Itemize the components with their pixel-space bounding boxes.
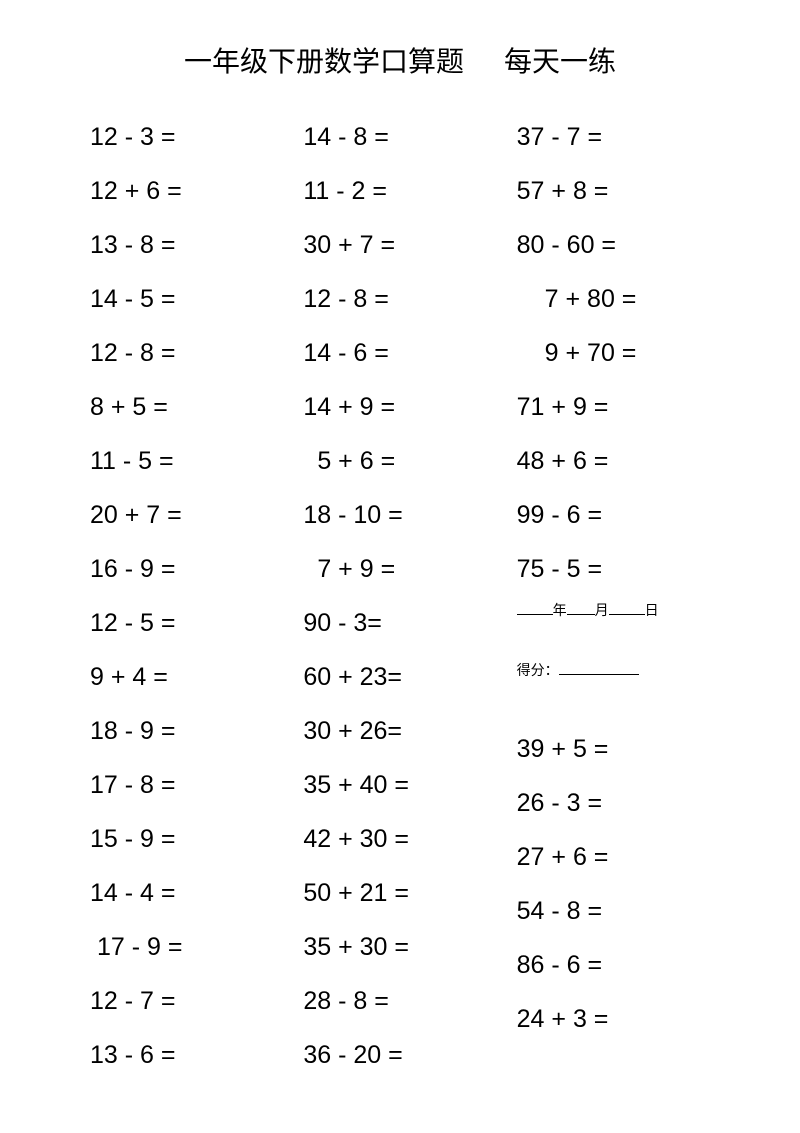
math-problem: 30 + 7 = bbox=[303, 218, 496, 272]
math-problem: 18 - 10 = bbox=[303, 488, 496, 542]
page-header: 一年级下册数学口算题 每天一练 bbox=[90, 40, 710, 80]
math-problem: 54 - 8 = bbox=[517, 884, 710, 938]
math-problem: 35 + 30 = bbox=[303, 920, 496, 974]
math-problem: 71 + 9 = bbox=[517, 380, 710, 434]
math-problem: 8 + 5 = bbox=[90, 380, 283, 434]
math-problem: 17 - 9 = bbox=[90, 920, 283, 974]
math-problem: 11 - 2 = bbox=[303, 164, 496, 218]
math-problem: 17 - 8 = bbox=[90, 758, 283, 812]
math-problem: 12 - 3 = bbox=[90, 110, 283, 164]
math-problem: 15 - 9 = bbox=[90, 812, 283, 866]
math-problem: 16 - 9 = bbox=[90, 542, 283, 596]
math-problem: 9 + 4 = bbox=[90, 650, 283, 704]
math-problem: 35 + 40 = bbox=[303, 758, 496, 812]
math-problem: 42 + 30 = bbox=[303, 812, 496, 866]
math-problem: 12 - 8 = bbox=[90, 326, 283, 380]
math-problem: 14 - 6 = bbox=[303, 326, 496, 380]
score-line: 得分： bbox=[517, 658, 710, 682]
math-problem: 26 - 3 = bbox=[517, 776, 710, 830]
title-main: 一年级下册数学口算题 bbox=[184, 40, 464, 80]
math-problem: 14 - 4 = bbox=[90, 866, 283, 920]
math-problem: 20 + 7 = bbox=[90, 488, 283, 542]
math-problem: 57 + 8 = bbox=[517, 164, 710, 218]
math-problem: 13 - 6 = bbox=[90, 1028, 283, 1082]
math-problem: 14 - 8 = bbox=[303, 110, 496, 164]
math-problem: 7 + 80 = bbox=[517, 272, 710, 326]
math-problem: 5 + 6 = bbox=[303, 434, 496, 488]
math-problem: 37 - 7 = bbox=[517, 110, 710, 164]
math-problem: 12 - 5 = bbox=[90, 596, 283, 650]
math-problem: 12 + 6 = bbox=[90, 164, 283, 218]
column-2: 14 - 8 =11 - 2 =30 + 7 =12 - 8 =14 - 6 =… bbox=[303, 110, 496, 1082]
math-problem: 24 + 3 = bbox=[517, 992, 710, 1046]
math-problem: 13 - 8 = bbox=[90, 218, 283, 272]
math-problem: 14 + 9 = bbox=[303, 380, 496, 434]
math-problem: 18 - 9 = bbox=[90, 704, 283, 758]
math-problem: 28 - 8 = bbox=[303, 974, 496, 1028]
math-problem: 27 + 6 = bbox=[517, 830, 710, 884]
date-line: 年月日 bbox=[517, 598, 710, 622]
math-problem: 39 + 5 = bbox=[517, 722, 710, 776]
math-problem: 30 + 26= bbox=[303, 704, 496, 758]
math-problem: 90 - 3= bbox=[303, 596, 496, 650]
math-problem: 14 - 5 = bbox=[90, 272, 283, 326]
math-problem: 9 + 70 = bbox=[517, 326, 710, 380]
math-problem: 12 - 7 = bbox=[90, 974, 283, 1028]
math-problem: 60 + 23= bbox=[303, 650, 496, 704]
problem-grid: 12 - 3 =12 + 6 =13 - 8 =14 - 5 =12 - 8 =… bbox=[90, 110, 710, 1082]
math-problem: 12 - 8 = bbox=[303, 272, 496, 326]
column-3: 37 - 7 =57 + 8 =80 - 60 =7 + 80 =9 + 70 … bbox=[517, 110, 710, 1082]
title-sub: 每天一练 bbox=[504, 40, 616, 80]
math-problem: 75 - 5 = bbox=[517, 542, 710, 596]
math-problem: 11 - 5 = bbox=[90, 434, 283, 488]
column-1: 12 - 3 =12 + 6 =13 - 8 =14 - 5 =12 - 8 =… bbox=[90, 110, 283, 1082]
math-problem: 7 + 9 = bbox=[303, 542, 496, 596]
math-problem: 86 - 6 = bbox=[517, 938, 710, 992]
math-problem: 80 - 60 = bbox=[517, 218, 710, 272]
math-problem: 99 - 6 = bbox=[517, 488, 710, 542]
math-problem: 36 - 20 = bbox=[303, 1028, 496, 1082]
math-problem: 50 + 21 = bbox=[303, 866, 496, 920]
math-problem: 48 + 6 = bbox=[517, 434, 710, 488]
